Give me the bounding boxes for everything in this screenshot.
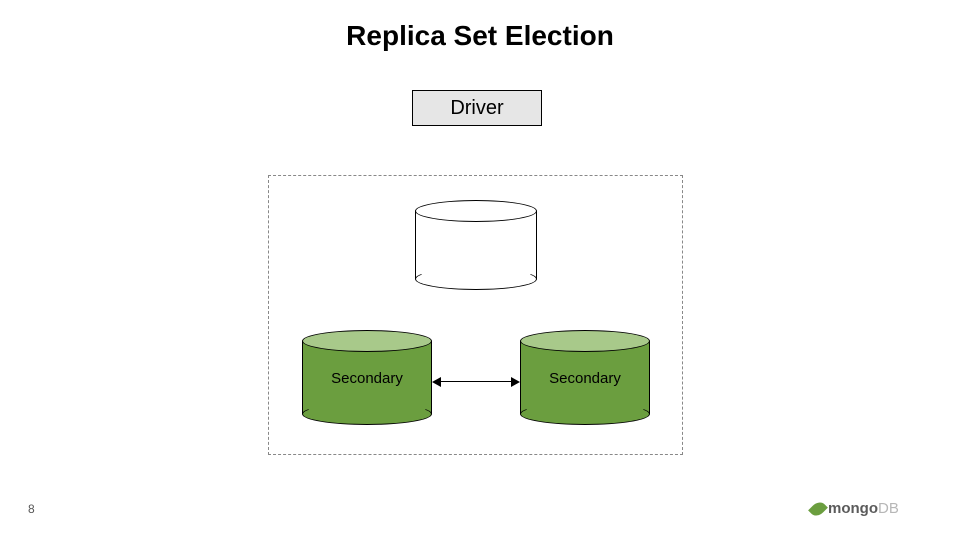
slide: Replica Set Election Driver Secondary Se… (0, 0, 960, 540)
leaf-icon (808, 499, 828, 519)
driver-box: Driver (412, 90, 542, 126)
logo-text-mongo: mongo (828, 500, 878, 517)
mongodb-logo: mongoDB (812, 500, 899, 517)
secondary-right-cylinder: Secondary (520, 330, 650, 425)
cylinder-bottom (520, 403, 650, 425)
replication-arrow (441, 381, 511, 382)
secondary-left-cylinder: Secondary (302, 330, 432, 425)
cylinder-top (415, 200, 537, 222)
cylinder-top (520, 330, 650, 352)
secondary-right-label: Secondary (520, 370, 650, 387)
logo-text-db: DB (878, 500, 899, 517)
cylinder-bottom (415, 268, 537, 290)
secondary-left-label: Secondary (302, 370, 432, 387)
cylinder-top (302, 330, 432, 352)
slide-title: Replica Set Election (0, 20, 960, 52)
arrow-head-right-icon (511, 377, 520, 387)
driver-label: Driver (450, 97, 503, 120)
cylinder-bottom (302, 403, 432, 425)
arrow-head-left-icon (432, 377, 441, 387)
primary-cylinder (415, 200, 537, 290)
page-number: 8 (28, 502, 35, 516)
